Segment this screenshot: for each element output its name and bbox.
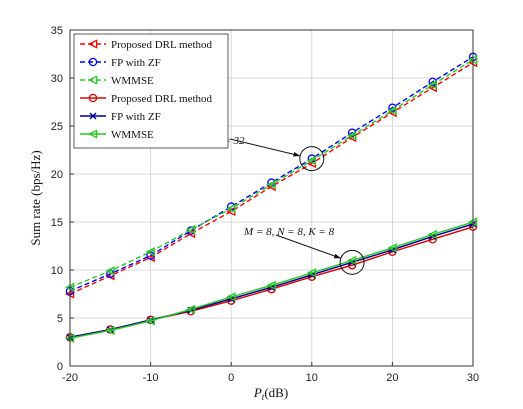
data-point	[427, 80, 437, 90]
x-tick-label: 0	[228, 372, 234, 384]
x-tick-label: 20	[386, 372, 398, 384]
legend-entries: Proposed DRL method FP with ZF WMMSE Propos…	[80, 39, 213, 141]
annotation-1: M = 8, N = 8, K = 8	[243, 226, 365, 275]
data-point	[266, 280, 276, 291]
y-tick-label: 5	[57, 313, 63, 325]
x-tick-label: -20	[62, 372, 78, 384]
data-point	[306, 155, 317, 166]
legend-marker	[87, 129, 98, 139]
y-tick-label: 25	[51, 121, 63, 133]
data-point	[387, 243, 397, 253]
data-point	[145, 247, 155, 257]
x-tick-label: 30	[467, 372, 479, 384]
data-point	[185, 304, 196, 315]
y-tick-label: 30	[51, 73, 63, 85]
y-tick-label: 20	[51, 169, 63, 181]
data-point	[105, 325, 115, 336]
legend-entry: Proposed DRL method	[80, 93, 213, 105]
y-tick-label: 0	[57, 361, 63, 373]
plot-frame	[69, 29, 474, 367]
x-axis-label: Pt(dB)	[253, 385, 288, 402]
data-point	[306, 268, 317, 278]
annotation-label: M = 8, N = 8, K = 8	[243, 226, 335, 238]
arrow-head	[293, 151, 301, 157]
annotation-arrow	[275, 234, 341, 259]
series-line	[69, 59, 474, 288]
legend-marker	[88, 57, 98, 67]
legend-label: FP with ZF	[111, 111, 161, 123]
data-point	[347, 130, 357, 141]
legend-entry: WMMSE	[80, 75, 154, 87]
data-point	[145, 316, 155, 326]
legend-marker	[88, 93, 98, 103]
data-point	[105, 266, 115, 276]
data-point	[427, 229, 437, 240]
legend-marker	[89, 112, 97, 120]
y-tick-label: 15	[51, 217, 63, 229]
arrow-head	[333, 253, 341, 259]
data-point	[185, 225, 196, 235]
legend-marker	[87, 75, 98, 85]
legend: Proposed DRL method FP with ZF WMMSE Propos…	[73, 33, 229, 149]
x-tick-label: 10	[306, 372, 318, 384]
legend-entry: Proposed DRL method	[80, 39, 213, 51]
legend-entry: FP with ZF	[80, 111, 161, 123]
axis-ticks: -20 -10 0 10 20 30 0 5 10 15 20 25 30 35	[51, 25, 479, 384]
legend-label: WMMSE	[111, 129, 154, 141]
series-line	[69, 221, 474, 339]
y-tick-label: 10	[51, 265, 63, 277]
data-point	[226, 292, 236, 302]
y-tick-label: 35	[51, 25, 63, 37]
legend-entry: WMMSE	[80, 129, 154, 141]
highlight-circle	[339, 249, 365, 275]
data-point	[266, 179, 276, 190]
annotation-arrow	[229, 138, 301, 157]
legend-label: FP with ZF	[111, 57, 161, 69]
legend-entry: FP with ZF	[80, 57, 161, 69]
y-axis-label: Sum rate (bps/Hz)	[28, 150, 43, 245]
legend-box	[73, 33, 229, 149]
series-line	[69, 56, 474, 292]
highlight-circle	[299, 146, 325, 172]
legend-marker	[87, 39, 98, 49]
legend-label: Proposed DRL method	[111, 39, 213, 51]
data-point	[226, 203, 236, 214]
legend-label: Proposed DRL method	[111, 93, 213, 105]
x-tick-label: -10	[143, 372, 159, 384]
legend-label: WMMSE	[111, 75, 154, 87]
data-point	[347, 255, 357, 266]
data-point	[387, 105, 397, 116]
